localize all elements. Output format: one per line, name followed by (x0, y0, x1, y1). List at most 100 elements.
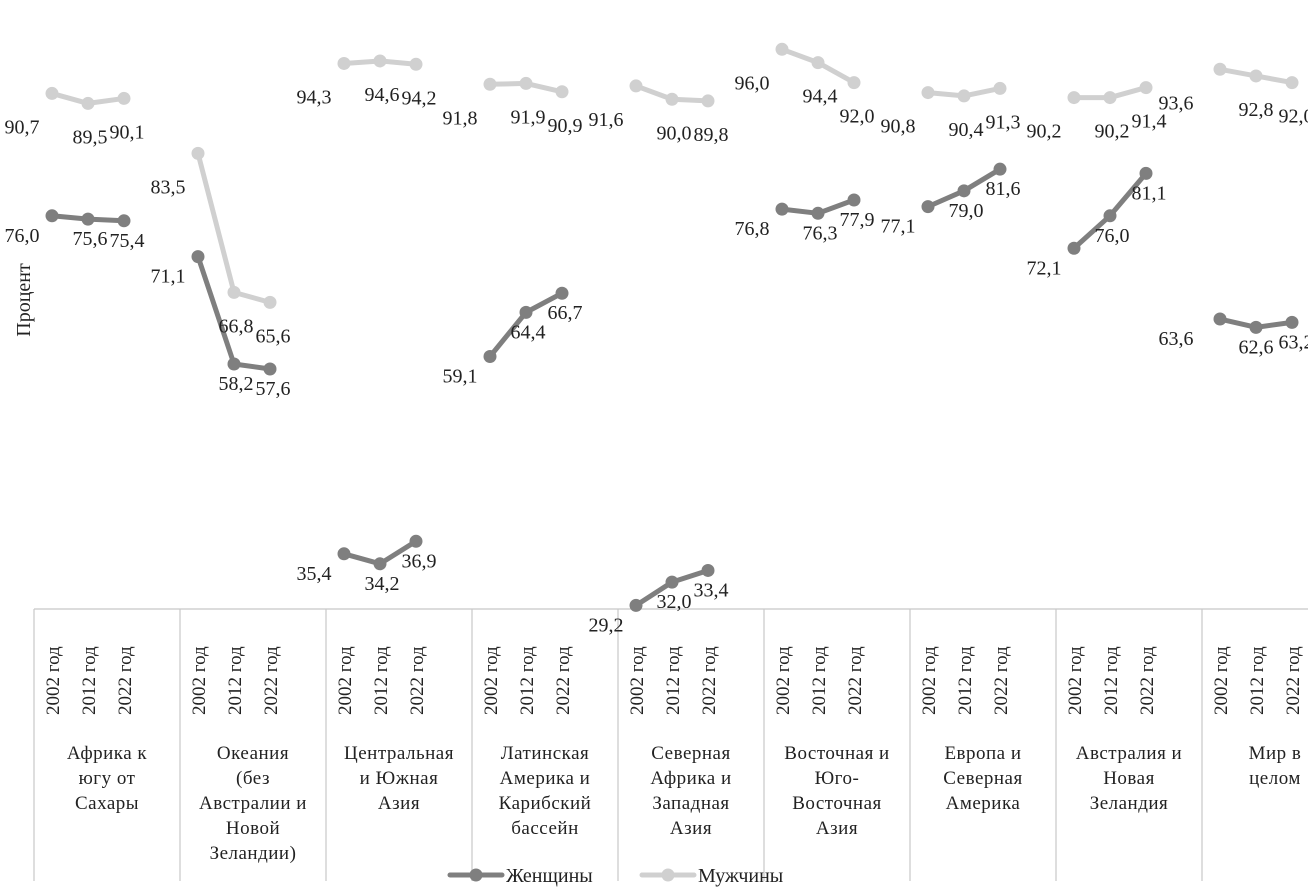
data-point-men (1213, 62, 1227, 76)
x-tick-label: 2012 год (79, 646, 100, 715)
data-label-men: 94,6 (365, 84, 400, 106)
category-label: югу от (79, 768, 136, 789)
data-label-men: 90,1 (110, 121, 145, 143)
data-label-men: 90,2 (1027, 121, 1062, 143)
data-label-women: 75,4 (110, 230, 145, 252)
data-label-women: 63,6 (1159, 328, 1194, 350)
x-tick-label: 2002 год (481, 646, 502, 715)
data-point-men (775, 42, 789, 56)
data-label-women: 64,4 (511, 321, 546, 343)
data-label-men: 90,8 (881, 116, 916, 138)
category-label: Австралии и (199, 793, 307, 814)
legend-marker-men (661, 868, 675, 882)
data-label-men: 90,7 (5, 116, 40, 138)
x-tick-label: 2012 год (517, 646, 538, 715)
data-label-men: 89,8 (694, 124, 729, 146)
x-tick-label: 2022 год (1283, 646, 1304, 715)
legend-marker-women (469, 868, 483, 882)
category-axis: 2002 год 2012 год 2022 год Африка к югу от Са… (33, 608, 1308, 881)
x-tick-label: 2002 год (1065, 646, 1086, 715)
data-label-women: 75,6 (73, 228, 108, 250)
data-label-men: 92,8 (1239, 99, 1274, 121)
data-label-men: 92,0 (1279, 106, 1308, 128)
category-label: Центральная (344, 743, 454, 764)
category-label: Восточная и (784, 743, 889, 764)
category-label: Сахары (75, 793, 139, 814)
category-label: Зеландии) (210, 843, 297, 864)
x-tick-label: 2012 год (1101, 646, 1122, 715)
data-point-men (847, 76, 861, 90)
category-label: Латинская (501, 743, 590, 764)
category-label: Восточная (792, 793, 882, 814)
data-label-women: 34,2 (365, 573, 400, 595)
data-point-women (921, 200, 935, 214)
data-label-men: 66,8 (219, 315, 254, 337)
data-point-women (1139, 166, 1153, 180)
data-label-women: 66,7 (548, 302, 583, 324)
data-point-men (337, 56, 351, 70)
data-label-women: 81,6 (986, 178, 1021, 200)
category-label: Азия (816, 818, 858, 839)
series-men (45, 42, 1299, 309)
category-label: Новой (226, 818, 280, 839)
data-point-women (665, 575, 679, 589)
series-women (45, 162, 1299, 612)
x-tick-label: 2012 год (371, 646, 392, 715)
data-label-men: 96,0 (735, 72, 770, 94)
category-label: Новая (1103, 768, 1155, 789)
data-label-men: 91,3 (986, 111, 1021, 133)
data-label-women: 32,0 (657, 591, 692, 613)
data-label-women: 79,0 (949, 200, 984, 222)
category-label: Африка к (67, 743, 148, 764)
data-point-men (263, 295, 277, 309)
data-point-men (1249, 69, 1263, 83)
data-label-men: 92,0 (840, 106, 875, 128)
category-label: Западная (652, 793, 729, 814)
data-label-men: 83,5 (151, 176, 186, 198)
data-label-women: 77,1 (881, 216, 916, 238)
data-point-women (1067, 241, 1081, 255)
data-point-men (957, 89, 971, 103)
category-label: Северная (943, 768, 1022, 789)
legend: Женщины Мужчины (447, 865, 783, 887)
x-tick-label: 2022 год (991, 646, 1012, 715)
data-point-men (373, 54, 387, 68)
data-label-men: 91,4 (1132, 111, 1167, 133)
data-label-women: 76,8 (735, 218, 770, 240)
data-label-men: 91,8 (443, 107, 478, 129)
category-label: Океания (217, 743, 289, 764)
data-point-men (701, 94, 715, 108)
data-point-women (81, 212, 95, 226)
data-point-men (81, 96, 95, 110)
category-label: Австралия и (1076, 743, 1182, 764)
data-point-women (337, 547, 351, 561)
data-point-men (191, 146, 205, 160)
category-label: Азия (670, 818, 712, 839)
category-label: бассейн (511, 818, 578, 839)
data-point-women (1285, 315, 1299, 329)
data-point-women (555, 286, 569, 300)
data-point-women (45, 209, 59, 223)
data-label-men: 89,5 (73, 126, 108, 148)
data-label-women: 76,0 (1095, 225, 1130, 247)
data-labels: 76,0 75,6 75,4 71,1 58,2 57,6 35,4 34,236,9 59,1… (5, 72, 1308, 636)
x-tick-label: 2022 год (407, 646, 428, 715)
data-point-men (629, 79, 643, 93)
data-point-women (957, 184, 971, 198)
category-label: Юго- (815, 768, 860, 789)
data-point-women (1213, 312, 1227, 326)
y-axis-title: Процент (13, 263, 35, 337)
data-label-women: 58,2 (219, 373, 254, 395)
x-tick-label: 2022 год (1137, 646, 1158, 715)
category-label: и Южная (360, 768, 439, 789)
data-label-men: 90,2 (1095, 121, 1130, 143)
x-tick-label: 2012 год (225, 646, 246, 715)
category-label: Северная (651, 743, 730, 764)
data-label-women: 62,6 (1239, 336, 1274, 358)
data-point-women (263, 362, 277, 376)
data-label-women: 29,2 (589, 614, 624, 636)
x-tick-label: 2002 год (919, 646, 940, 715)
data-point-women (409, 534, 423, 548)
data-point-men (1285, 76, 1299, 90)
